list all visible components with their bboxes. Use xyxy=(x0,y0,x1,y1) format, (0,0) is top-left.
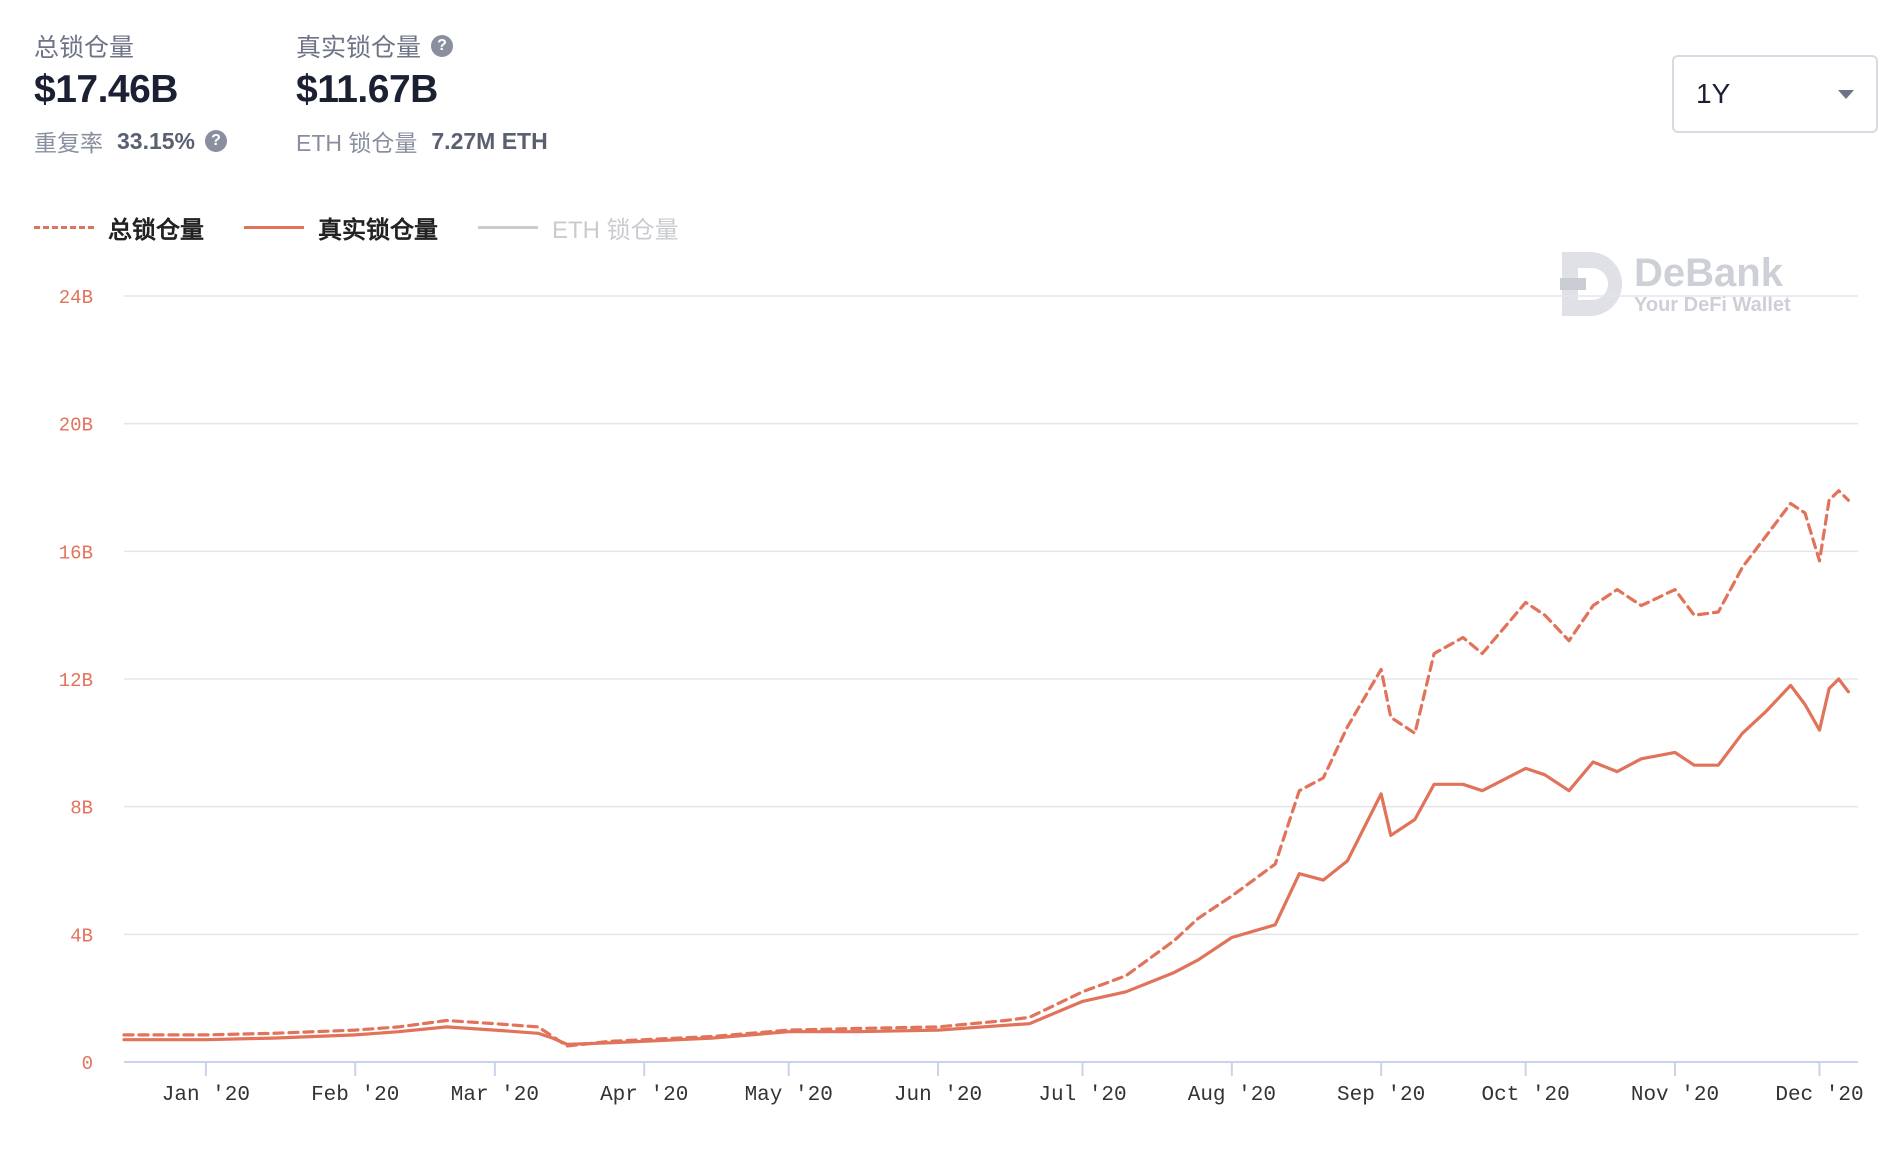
x-tick-label: Sep '20 xyxy=(1337,1084,1425,1107)
eth-locked-row: ETH 锁仓量 7.27M ETH xyxy=(296,124,548,158)
watermark-text: DeBank Your DeFi Wallet xyxy=(1634,252,1791,316)
total-tvl-label: 总锁仓量 xyxy=(34,34,135,62)
x-tick-label: Feb '20 xyxy=(311,1084,399,1107)
x-tick-label: Nov '20 xyxy=(1631,1084,1719,1107)
help-icon[interactable]: ? xyxy=(431,35,454,57)
real-tvl-value: $11.67B xyxy=(296,68,438,111)
help-icon[interactable]: ? xyxy=(205,130,228,152)
debank-logo-icon xyxy=(1560,248,1624,320)
y-tick-label: 20B xyxy=(59,415,93,437)
x-tick-label: Dec '20 xyxy=(1775,1084,1863,1107)
x-tick-label: Jul '20 xyxy=(1038,1084,1126,1107)
legend-solid-line-icon xyxy=(244,226,304,229)
x-tick-label: May '20 xyxy=(745,1084,833,1107)
x-tick-label: Jun '20 xyxy=(894,1084,982,1107)
repeat-rate-label: 重复率 xyxy=(34,130,103,156)
total-tvl-stat: 总锁仓量 $17.46B 重复率 33.15% ? xyxy=(34,28,228,158)
legend-label: ETH 锁仓量 xyxy=(552,217,679,244)
legend-item-eth-tvl[interactable]: ETH 锁仓量 xyxy=(478,210,679,245)
series-line-real-tvl xyxy=(122,677,1850,1046)
watermark-subtitle: Your DeFi Wallet xyxy=(1634,294,1791,316)
repeat-rate-value: 33.15% xyxy=(117,127,196,154)
total-tvl-value: $17.46B xyxy=(34,68,178,111)
x-tick-label: Mar '20 xyxy=(451,1084,539,1107)
y-tick-label: 16B xyxy=(59,542,93,564)
legend-label: 真实锁仓量 xyxy=(318,217,438,244)
x-tick-label: Aug '20 xyxy=(1188,1084,1276,1107)
time-range-value: 1Y xyxy=(1696,78,1731,109)
eth-locked-value: 7.27M ETH xyxy=(431,127,548,154)
real-tvl-stat: 真实锁仓量 ? $11.67B ETH 锁仓量 7.27M ETH xyxy=(296,28,548,158)
y-tick-label: 24B xyxy=(59,287,93,309)
real-tvl-label-row: 真实锁仓量 ? xyxy=(296,28,548,64)
legend-item-real-tvl[interactable]: 真实锁仓量 xyxy=(244,210,438,245)
eth-locked-label: ETH 锁仓量 xyxy=(296,130,418,156)
watermark-title: DeBank xyxy=(1634,251,1783,295)
chevron-down-icon xyxy=(1838,89,1854,99)
y-tick-label: 8B xyxy=(70,798,93,820)
y-tick-label: 0 xyxy=(82,1053,93,1075)
y-tick-label: 4B xyxy=(70,925,93,947)
repeat-rate-row: 重复率 33.15% ? xyxy=(34,124,228,158)
x-tick-label: Apr '20 xyxy=(600,1084,688,1107)
chart-legend: 总锁仓量 真实锁仓量 ETH 锁仓量 xyxy=(34,210,719,245)
x-tick-label: Oct '20 xyxy=(1482,1084,1570,1107)
debank-watermark: DeBank Your DeFi Wallet xyxy=(1560,248,1791,320)
time-range-select[interactable]: 1Y xyxy=(1672,55,1878,133)
y-tick-label: 12B xyxy=(59,670,93,692)
legend-item-total-tvl[interactable]: 总锁仓量 xyxy=(34,210,204,245)
legend-label: 总锁仓量 xyxy=(108,217,204,244)
real-tvl-label: 真实锁仓量 xyxy=(296,34,422,62)
legend-dashed-line-icon xyxy=(34,226,94,229)
x-tick-label: Jan '20 xyxy=(162,1084,250,1107)
legend-solid-line-icon xyxy=(478,226,538,229)
